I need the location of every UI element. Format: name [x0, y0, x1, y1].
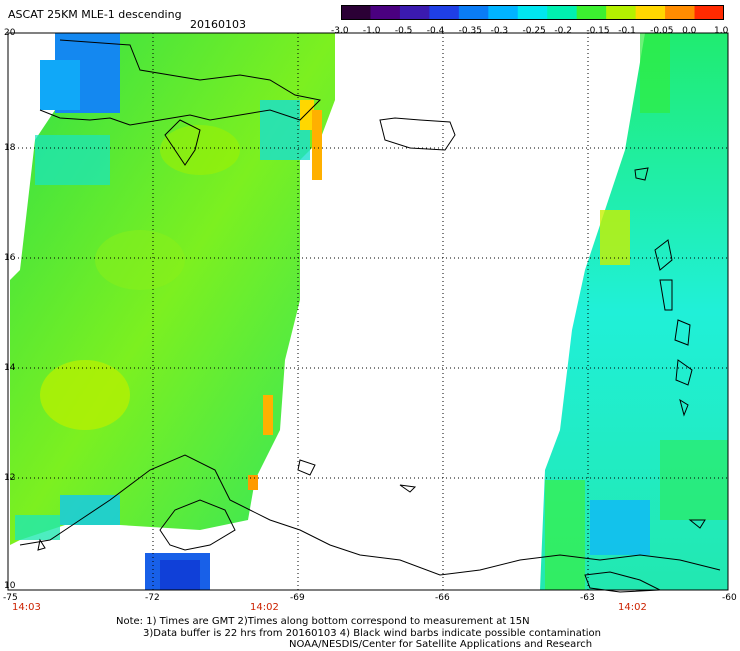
colorbar-label: -3.0: [331, 26, 349, 36]
lon-label-63: -63: [580, 593, 595, 603]
colorbar-swatch: [399, 5, 430, 20]
colorbar-swatch: [606, 5, 637, 20]
colorbar-label: -1.0: [362, 26, 381, 36]
map-frame: [7, 32, 729, 591]
colorbar-label: -0.5: [394, 26, 413, 36]
lon-label-66: -66: [435, 593, 450, 603]
lon-label-69: -69: [290, 593, 305, 603]
time-label-mid: 14:02: [250, 602, 279, 613]
time-label-east: 14:02: [618, 602, 647, 613]
colorbar-label: 0.0: [682, 26, 697, 36]
colorbar-swatch: [694, 5, 724, 20]
colorbar-label: -0.4: [426, 26, 445, 36]
lon-label-60: -60: [722, 593, 737, 603]
coastlines: [19, 39, 721, 593]
lat-label-10: 10: [4, 581, 16, 591]
colorbar-swatch: [665, 5, 696, 20]
west-swath: [10, 33, 335, 590]
colorbar-label: -0.25: [522, 26, 546, 36]
lat-label-18: 18: [4, 143, 16, 153]
product-title: ASCAT 25KM MLE-1 descending: [8, 8, 182, 21]
lat-label-14: 14: [4, 363, 16, 373]
colorbar-label: -0.35: [458, 26, 482, 36]
colorbar-label: -0.15: [586, 26, 610, 36]
lat-label-16: 16: [4, 253, 16, 263]
colorbar-swatch: [576, 5, 607, 20]
time-label-west: 14:03: [12, 602, 41, 613]
colorbar-swatch: [547, 5, 578, 20]
colorbar-swatch: [635, 5, 666, 20]
colorbar-label: -0.05: [650, 26, 674, 36]
lat-label-20: 20: [4, 28, 16, 38]
colorbar-swatch: [488, 5, 519, 20]
note-line-1: Note: 1) Times are GMT 2)Times along bot…: [116, 616, 530, 627]
colorbar: [341, 5, 724, 20]
gridlines: [10, 33, 728, 590]
note-line-3: NOAA/NESDIS/Center for Satellite Applica…: [289, 639, 593, 650]
lat-label-12: 12: [4, 473, 16, 483]
colorbar-swatch: [458, 5, 489, 20]
colorbar-swatch: [341, 5, 371, 20]
east-swath: [540, 33, 728, 590]
colorbar-label: -0.1: [618, 26, 636, 36]
colorbar-swatch: [370, 5, 401, 20]
colorbar-frame: [341, 5, 724, 20]
note-line-2: 3)Data buffer is 22 hrs from 20160103 4)…: [143, 628, 601, 639]
colorbar-swatch: [517, 5, 548, 20]
colorbar-swatch: [429, 5, 460, 20]
colorbar-label: 1.0: [714, 26, 729, 36]
product-date: 20160103: [190, 18, 246, 31]
colorbar-label: -0.2: [554, 26, 572, 36]
lon-label-72: -72: [145, 593, 160, 603]
colorbar-label: -0.3: [490, 26, 509, 36]
lon-label-75: -75: [3, 593, 18, 603]
